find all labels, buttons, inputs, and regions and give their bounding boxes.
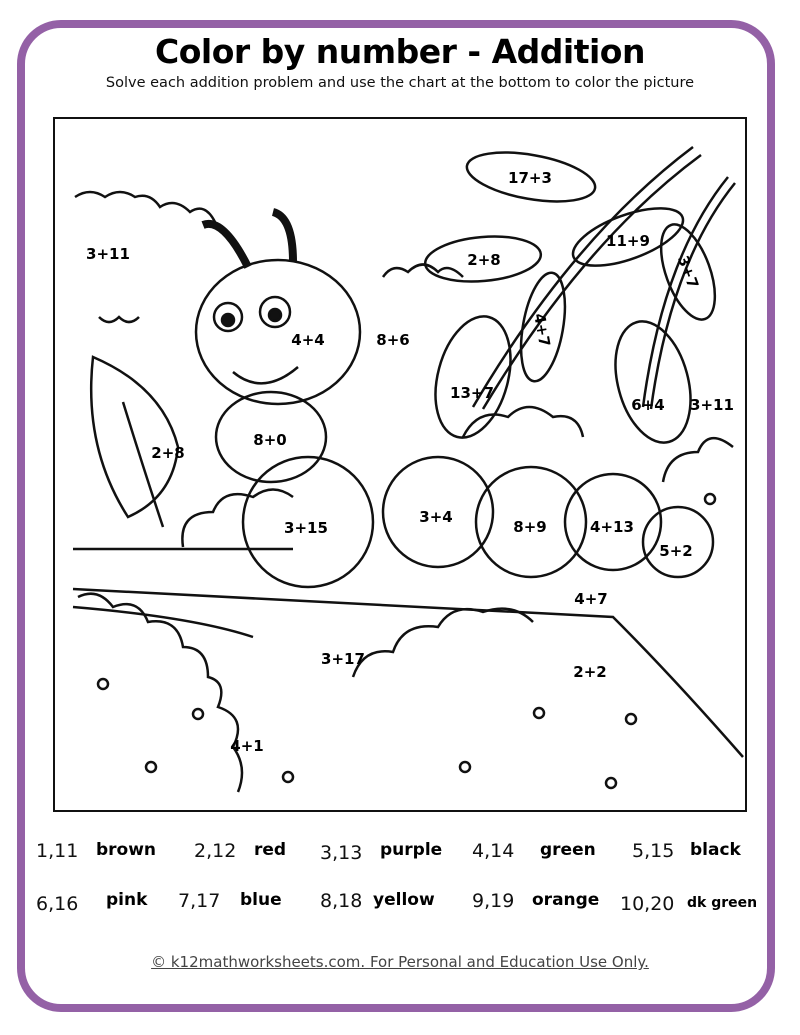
legend-color: black: [690, 840, 741, 860]
legend-color: purple: [380, 840, 443, 860]
problem-label: 8+9: [513, 518, 547, 536]
legend-numbers: 6,16: [36, 893, 79, 915]
legend-color: green: [540, 840, 596, 860]
problem-label: 4+7: [574, 590, 608, 608]
legend-color: red: [254, 840, 287, 860]
problem-label: 2+2: [573, 663, 607, 681]
legend-color: brown: [96, 840, 157, 860]
problem-label: 8+6: [376, 331, 410, 349]
legend-numbers: 2,12: [194, 840, 237, 862]
problem-label: 3+4: [419, 508, 453, 526]
problem-label: 8+0: [253, 431, 287, 449]
copyright-footer: © k12mathworksheets.com. For Personal an…: [151, 953, 649, 971]
legend-numbers: 3,13: [320, 842, 363, 864]
problem-label: 3+15: [284, 519, 328, 537]
problem-label: 2+8: [151, 444, 185, 462]
legend-numbers: 5,15: [632, 840, 675, 862]
legend-color: orange: [532, 890, 600, 910]
problem-label: 6+4: [631, 396, 665, 414]
problem-label: 4+13: [590, 518, 634, 536]
page-subtitle: Solve each addition problem and use the …: [105, 75, 695, 91]
problem-label: 3+11: [690, 396, 734, 414]
legend-color: yellow: [373, 890, 435, 910]
legend-numbers: 10,20: [620, 893, 675, 915]
page-title: Color by number - Addition: [155, 32, 645, 71]
legend-numbers: 9,19: [472, 890, 515, 912]
coloring-picture: 17+3 3+11 2+8 11+9 3+7 4+7 4+4 8+6 13+7 …: [53, 117, 747, 812]
legend-color: pink: [106, 890, 148, 910]
caterpillar-drawing: [53, 117, 747, 812]
problem-label: 17+3: [508, 169, 552, 187]
legend-numbers: 8,18: [320, 890, 363, 912]
problem-label: 5+2: [659, 542, 693, 560]
color-legend: 1,11 brown 2,12 red 3,13 purple 4,14 gre…: [30, 838, 770, 928]
problem-label: 2+8: [467, 251, 501, 269]
page-frame: [17, 20, 775, 1012]
problem-label: 4+1: [230, 737, 264, 755]
problem-label: 13+7: [450, 384, 494, 402]
legend-numbers: 7,17: [178, 890, 221, 912]
problem-label: 4+4: [291, 331, 325, 349]
legend-numbers: 4,14: [472, 840, 515, 862]
legend-numbers: 1,11: [36, 840, 79, 862]
problem-label: 11+9: [606, 232, 650, 250]
problem-label: 3+11: [86, 245, 130, 263]
legend-color: dk green: [687, 895, 758, 911]
legend-color: blue: [240, 890, 282, 910]
problem-label: 3+17: [321, 650, 365, 668]
